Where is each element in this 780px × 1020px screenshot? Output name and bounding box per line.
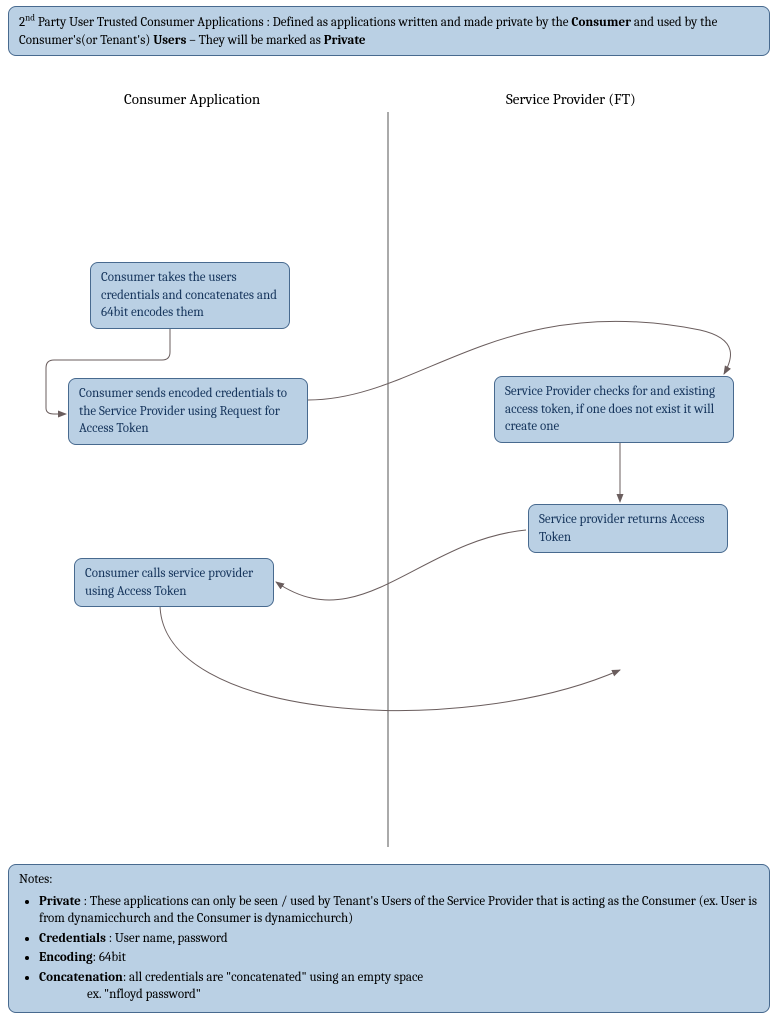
column-header-consumer: Consumer Application [124,90,260,108]
edge-n5-out [160,604,620,710]
edge-n4-n5 [276,530,526,600]
column-header-provider: Service Provider (FT) [506,90,636,108]
note-concatenation-term: Concatenation [39,970,123,985]
node-provider-check: Service Provider checks for and existing… [494,376,734,443]
header-bold-users: Users [153,33,186,48]
header-seg1: Party User Trusted Consumer Applications… [35,15,571,30]
header-text: 2nd Party User Trusted Consumer Applicat… [19,15,717,48]
note-credentials-rest: : User name, password [106,931,228,946]
node-provider-return: Service provider returns Access Token [528,504,728,553]
header-nd: nd [25,14,35,24]
note-encoding: Encoding: 64bit [39,949,759,967]
node-consumer-call: Consumer calls service provider using Ac… [74,558,274,607]
header-seg3: – They will be marked as [186,33,323,48]
note-private-rest: : These applications can only be seen / … [39,894,757,927]
note-credentials: Credentials : User name, password [39,930,759,948]
note-encoding-rest: : 64bit [93,950,126,965]
note-concatenation-example: ex. "nfloyd password" [39,986,759,1004]
notes-list: Private : These applications can only be… [19,893,759,1004]
diagram-canvas: 2nd Party User Trusted Consumer Applicat… [0,0,780,1020]
notes-box: Notes: Private : These applications can … [8,864,770,1013]
node-consumer-send: Consumer sends encoded credentials to th… [68,378,308,445]
header-bold-private: Private [324,33,366,48]
note-credentials-term: Credentials [39,931,106,946]
note-concatenation: Concatenation: all credentials are "conc… [39,969,759,1004]
header-definition-box: 2nd Party User Trusted Consumer Applicat… [8,6,770,56]
note-private-term: Private [39,894,81,909]
header-bold-consumer: Consumer [571,15,631,30]
note-private: Private : These applications can only be… [39,893,759,928]
node-consumer-encode: Consumer takes the users credentials and… [90,262,290,329]
note-concatenation-rest: : all credentials are "concatenated" usi… [123,970,423,985]
notes-title: Notes: [19,871,759,889]
note-encoding-term: Encoding [39,950,93,965]
